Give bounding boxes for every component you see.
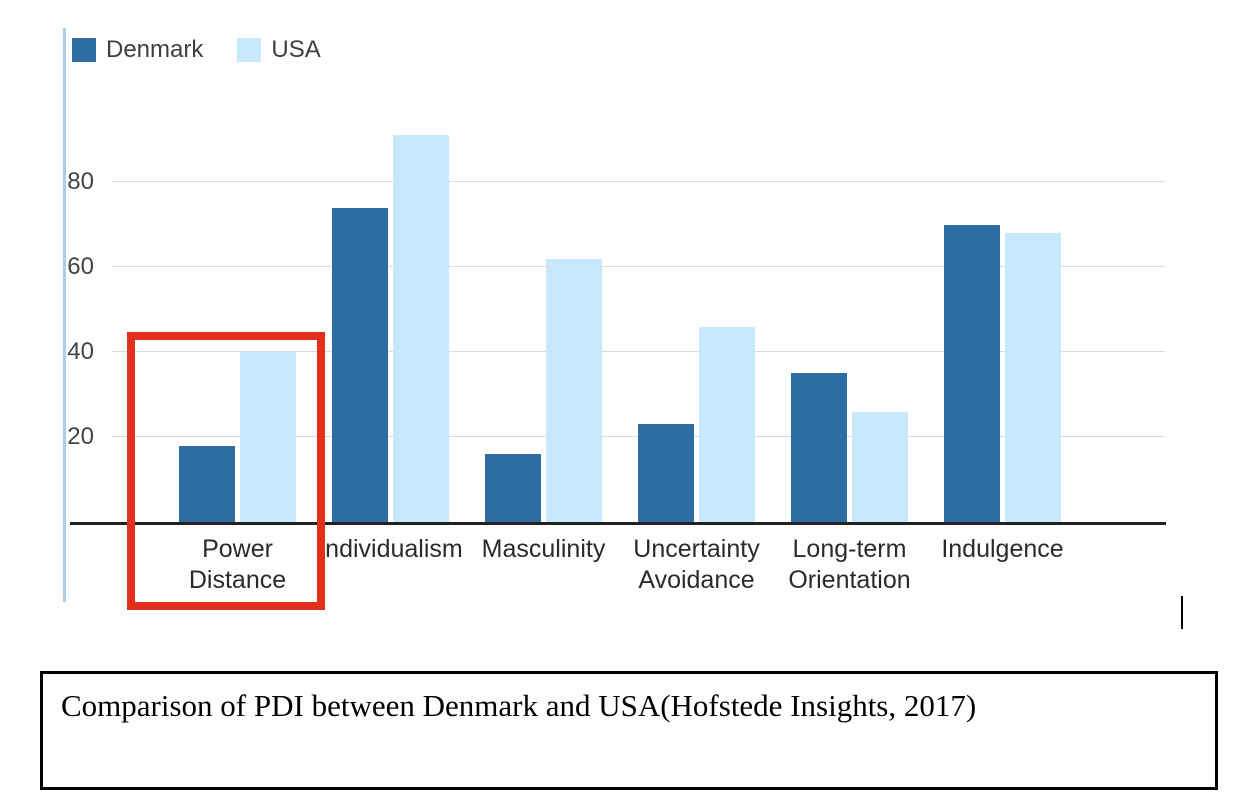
bar-denmark-individualism <box>332 207 388 522</box>
bar-denmark-masculinity <box>485 454 541 522</box>
y-axis-line <box>63 28 66 602</box>
bar-group-masculinity <box>467 97 620 522</box>
bar-denmark-power-distance <box>179 445 235 522</box>
text-cursor <box>1181 596 1183 629</box>
category-label-long-term-orientation: Long-term Orientation <box>788 535 911 594</box>
caption-box: Comparison of PDI between Denmark and US… <box>40 671 1218 790</box>
y-tick-label-20: 20 <box>67 423 94 450</box>
bar-usa-power-distance <box>240 352 296 522</box>
caption-text: Comparison of PDI between Denmark and US… <box>61 688 977 723</box>
gridline-60 <box>112 266 1165 267</box>
gridline-80 <box>112 181 1165 182</box>
bar-denmark-indulgence <box>944 224 1000 522</box>
plot-area <box>112 97 1165 522</box>
usa-swatch-icon <box>237 38 262 62</box>
bar-denmark-long-term-orientation <box>791 373 847 522</box>
denmark-swatch-icon <box>72 38 96 62</box>
category-labels: Power Distance Individualism Masculinity Un… <box>161 534 1079 595</box>
category-label-uncertainty-avoidance: Uncertainty Avoidance <box>633 535 760 594</box>
category-label-masculinity: Masculinity <box>481 535 606 563</box>
bar-usa-indulgence <box>1005 233 1061 522</box>
bar-groups <box>161 97 1079 522</box>
bar-denmark-uncertainty-avoidance <box>638 424 694 522</box>
category-label-individualism: Individualism <box>318 535 463 563</box>
y-tick-label-80: 80 <box>67 168 94 195</box>
bar-group-indulgence <box>926 97 1079 522</box>
bar-group-individualism <box>314 97 467 522</box>
chart-legend: Denmark USA <box>72 36 321 64</box>
legend-item-usa: USA <box>237 36 321 64</box>
bar-group-uncertainty-avoidance <box>620 97 773 522</box>
category-label-power-distance: Power Distance <box>188 535 287 594</box>
red-highlight-annotation <box>127 332 325 610</box>
gridline-40 <box>112 351 1165 352</box>
bar-usa-long-term-orientation <box>852 411 908 522</box>
category-label-indulgence: Indulgence <box>941 535 1064 563</box>
bar-group-power-distance <box>161 97 314 522</box>
legend-label-usa: USA <box>271 36 321 63</box>
y-tick-label-40: 40 <box>67 338 94 365</box>
bar-usa-masculinity <box>546 258 602 522</box>
bar-group-long-term-orientation <box>773 97 926 522</box>
x-axis-line <box>70 522 1166 525</box>
legend-label-denmark: Denmark <box>106 36 204 63</box>
bar-usa-individualism <box>393 135 449 522</box>
legend-item-denmark: Denmark <box>72 36 203 64</box>
bar-usa-uncertainty-avoidance <box>699 326 755 522</box>
y-tick-label-60: 60 <box>67 253 94 280</box>
y-axis-tick-labels: 20 40 60 80 <box>36 97 100 522</box>
